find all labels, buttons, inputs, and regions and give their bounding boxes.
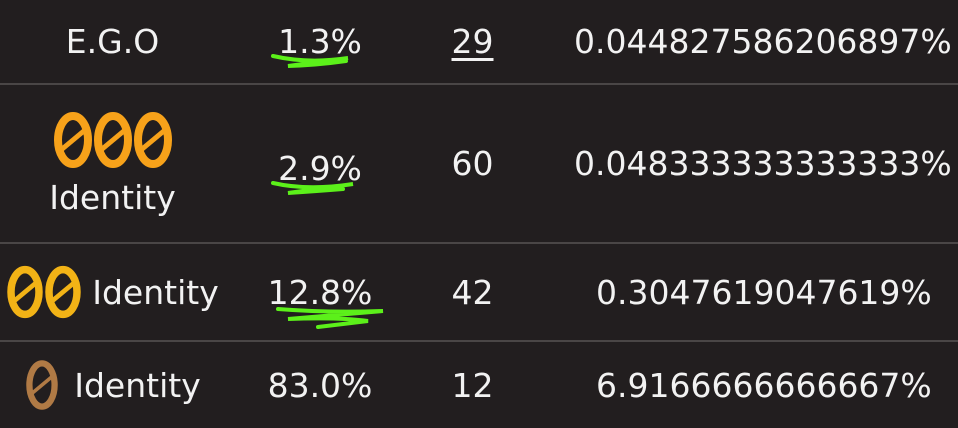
per-unit-cell: 0.044827586206897% [530,0,958,83]
count-value: 12 [451,365,494,405]
count-value: 42 [451,272,494,312]
rate-cell: 2.9% [225,85,415,242]
type-cell: Identity [0,85,225,242]
per-unit-value: 0.3047619047619% [596,272,932,312]
rarity-icon [26,360,58,410]
rate-value: 1.3% [271,22,362,68]
type-label: Identity [49,178,176,217]
rate-value: 83.0% [267,365,373,405]
table-row-identity-2: Identity 12.8% 42 0.3047619047619% [0,244,958,342]
type-label: E.G.O [65,22,160,61]
table-row-identity-1: Identity 83.0% 12 6.9166666666667% [0,342,958,428]
rarity-icon [93,112,132,168]
green-annotation-scribble [271,54,349,68]
count-cell: 29 [415,0,530,83]
type-cell: Identity [0,342,225,428]
rate-value: 2.9% [271,149,362,195]
count-cell: 42 [415,244,530,340]
per-unit-cell: 6.9166666666667% [530,342,958,428]
per-unit-value: 6.9166666666667% [596,365,932,405]
green-annotation-scribble [271,181,354,195]
per-unit-value: 0.044827586206897% [574,22,952,61]
type-label: Identity [92,272,219,312]
rarity-icon [7,265,43,319]
rarity-2-icons [6,264,82,320]
per-unit-value: 0.048333333333333% [574,144,952,183]
green-annotation-scribble [275,306,383,329]
rarity-icon [45,265,81,319]
type-cell: Identity [0,244,225,340]
type-cell: E.G.O [0,0,225,83]
count-cell: 60 [415,85,530,242]
count-cell: 12 [415,342,530,428]
table-row-ego: E.G.O 1.3% 29 0.044827586206897% [0,0,958,85]
rarity-icon [133,112,172,168]
rarity-3-icons [53,110,173,170]
rate-cell: 1.3% [225,0,415,83]
count-value: 60 [451,144,494,183]
count-link[interactable]: 29 [451,22,494,61]
rate-cell: 83.0% [225,342,415,428]
per-unit-cell: 0.048333333333333% [530,85,958,242]
table-row-identity-3: Identity 2.9% 60 0.048333333333333% [0,85,958,244]
rate-cell: 12.8% [225,244,415,340]
rarity-icon [53,112,92,168]
rate-value: 12.8% [268,273,383,329]
per-unit-cell: 0.3047619047619% [530,244,958,340]
type-label: Identity [74,365,201,405]
